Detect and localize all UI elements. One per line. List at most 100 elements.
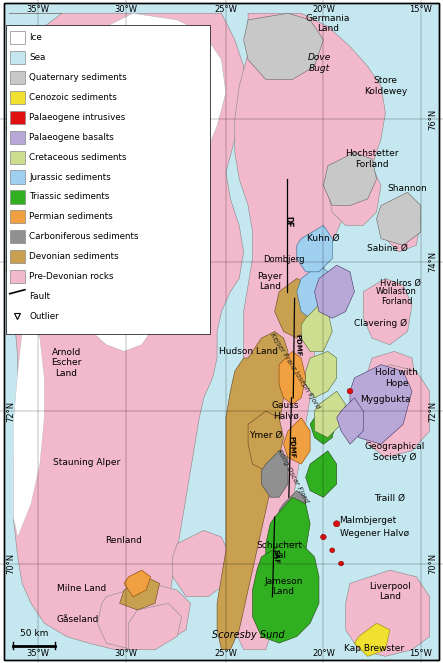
Text: 20°W: 20°W xyxy=(312,5,335,14)
Text: Permian sediments: Permian sediments xyxy=(29,212,113,221)
Polygon shape xyxy=(97,583,190,650)
Polygon shape xyxy=(381,206,421,252)
Polygon shape xyxy=(217,332,288,650)
Polygon shape xyxy=(306,351,337,398)
Text: Myggbukta: Myggbukta xyxy=(360,394,411,404)
Polygon shape xyxy=(297,225,332,272)
Text: 74°N: 74°N xyxy=(6,251,15,272)
Polygon shape xyxy=(377,192,421,245)
Text: Traill Ø: Traill Ø xyxy=(374,494,405,503)
Text: 35°W: 35°W xyxy=(26,649,49,658)
Ellipse shape xyxy=(330,548,335,552)
Text: Arnold
Escher
Land: Arnold Escher Land xyxy=(51,348,82,377)
Text: 70°N: 70°N xyxy=(428,553,437,574)
Bar xyxy=(10,91,25,104)
Text: Quaternary sediments: Quaternary sediments xyxy=(29,73,127,82)
Text: 35°W: 35°W xyxy=(26,5,49,14)
Text: Devonian sediments: Devonian sediments xyxy=(29,252,119,261)
Polygon shape xyxy=(306,451,337,497)
Text: Ice: Ice xyxy=(29,33,42,42)
Bar xyxy=(10,151,25,164)
Polygon shape xyxy=(261,451,288,497)
Polygon shape xyxy=(284,418,310,464)
Text: 30°W: 30°W xyxy=(115,649,138,658)
Bar xyxy=(10,190,25,204)
Polygon shape xyxy=(266,497,310,590)
Polygon shape xyxy=(173,530,230,597)
Text: 25°W: 25°W xyxy=(214,5,237,14)
Text: Wegener Halvø: Wegener Halvø xyxy=(340,528,409,538)
Bar xyxy=(10,230,25,243)
Polygon shape xyxy=(337,398,363,444)
Text: 50 km: 50 km xyxy=(20,629,49,638)
Bar xyxy=(10,31,25,44)
Polygon shape xyxy=(323,152,377,206)
Text: Wollaston
Forland: Wollaston Forland xyxy=(376,286,417,306)
Text: 72°N: 72°N xyxy=(428,400,437,422)
Polygon shape xyxy=(120,577,159,610)
Text: Jurassic sediments: Jurassic sediments xyxy=(29,172,111,182)
Polygon shape xyxy=(354,623,390,656)
Text: Germania
Land: Germania Land xyxy=(306,13,350,33)
Text: Hvalros Ø: Hvalros Ø xyxy=(381,279,421,288)
Ellipse shape xyxy=(321,534,326,540)
Text: Dombjerg: Dombjerg xyxy=(263,255,304,265)
Polygon shape xyxy=(310,411,337,444)
Text: Schuchert
Dal: Schuchert Dal xyxy=(256,540,302,560)
Text: Jameson
Land: Jameson Land xyxy=(264,577,303,597)
Polygon shape xyxy=(9,13,244,650)
Polygon shape xyxy=(359,365,430,457)
Text: PDMF: PDMF xyxy=(295,333,302,356)
Ellipse shape xyxy=(338,561,344,566)
Text: Payer
Land: Payer Land xyxy=(258,272,283,292)
Text: 25°W: 25°W xyxy=(214,649,237,658)
Bar xyxy=(10,131,25,144)
Text: Hudson Land: Hudson Land xyxy=(218,347,278,356)
Polygon shape xyxy=(315,391,346,438)
Text: 20°W: 20°W xyxy=(312,649,335,658)
Text: Stauning Alper: Stauning Alper xyxy=(53,457,120,467)
Text: Kejser Franz Joseph Fjord: Kejser Franz Joseph Fjord xyxy=(268,332,321,410)
Text: Sea: Sea xyxy=(29,53,46,62)
Text: Malmbjerget: Malmbjerget xyxy=(339,516,396,525)
Bar xyxy=(10,270,25,283)
Polygon shape xyxy=(279,491,306,530)
Text: Hold with
Hope: Hold with Hope xyxy=(375,368,418,388)
Text: PDMF: PDMF xyxy=(288,436,295,459)
Polygon shape xyxy=(128,603,182,650)
Polygon shape xyxy=(124,570,151,597)
Text: Gåseland: Gåseland xyxy=(56,615,99,624)
Polygon shape xyxy=(27,13,226,351)
Text: Kuhn Ø: Kuhn Ø xyxy=(307,234,340,243)
Text: 15°W: 15°W xyxy=(409,649,432,658)
Polygon shape xyxy=(248,411,284,471)
Text: Outlier: Outlier xyxy=(29,312,59,321)
Text: DF: DF xyxy=(284,215,293,227)
Text: 72°N: 72°N xyxy=(6,400,15,422)
Text: Carboniferous sediments: Carboniferous sediments xyxy=(29,232,139,241)
Ellipse shape xyxy=(347,389,353,394)
Polygon shape xyxy=(244,13,323,80)
Text: Milne Land: Milne Land xyxy=(57,584,107,593)
Text: Scoresby Sund: Scoresby Sund xyxy=(212,630,284,640)
Text: Cenozoic sediments: Cenozoic sediments xyxy=(29,93,117,102)
Text: Gauss
Halvø: Gauss Halvø xyxy=(272,401,299,421)
Polygon shape xyxy=(328,159,381,225)
Text: Store
Koldewey: Store Koldewey xyxy=(364,76,407,96)
Polygon shape xyxy=(297,265,332,318)
Ellipse shape xyxy=(334,521,340,526)
Text: Pre-Devonian rocks: Pre-Devonian rocks xyxy=(29,272,114,281)
Polygon shape xyxy=(315,265,354,318)
Bar xyxy=(10,210,25,223)
Text: Palaeogene intrusives: Palaeogene intrusives xyxy=(29,113,125,122)
Polygon shape xyxy=(279,351,306,404)
Text: Kong Oscar Fjord: Kong Oscar Fjord xyxy=(276,448,309,504)
Polygon shape xyxy=(230,13,385,650)
Text: Clavering Ø: Clavering Ø xyxy=(354,319,408,328)
Text: Dove
Bugt: Dove Bugt xyxy=(307,53,330,73)
Polygon shape xyxy=(253,544,319,643)
Bar xyxy=(10,71,25,84)
Text: Hochstetter
Forland: Hochstetter Forland xyxy=(346,149,399,169)
Bar xyxy=(10,51,25,64)
Text: Renland: Renland xyxy=(105,536,142,545)
